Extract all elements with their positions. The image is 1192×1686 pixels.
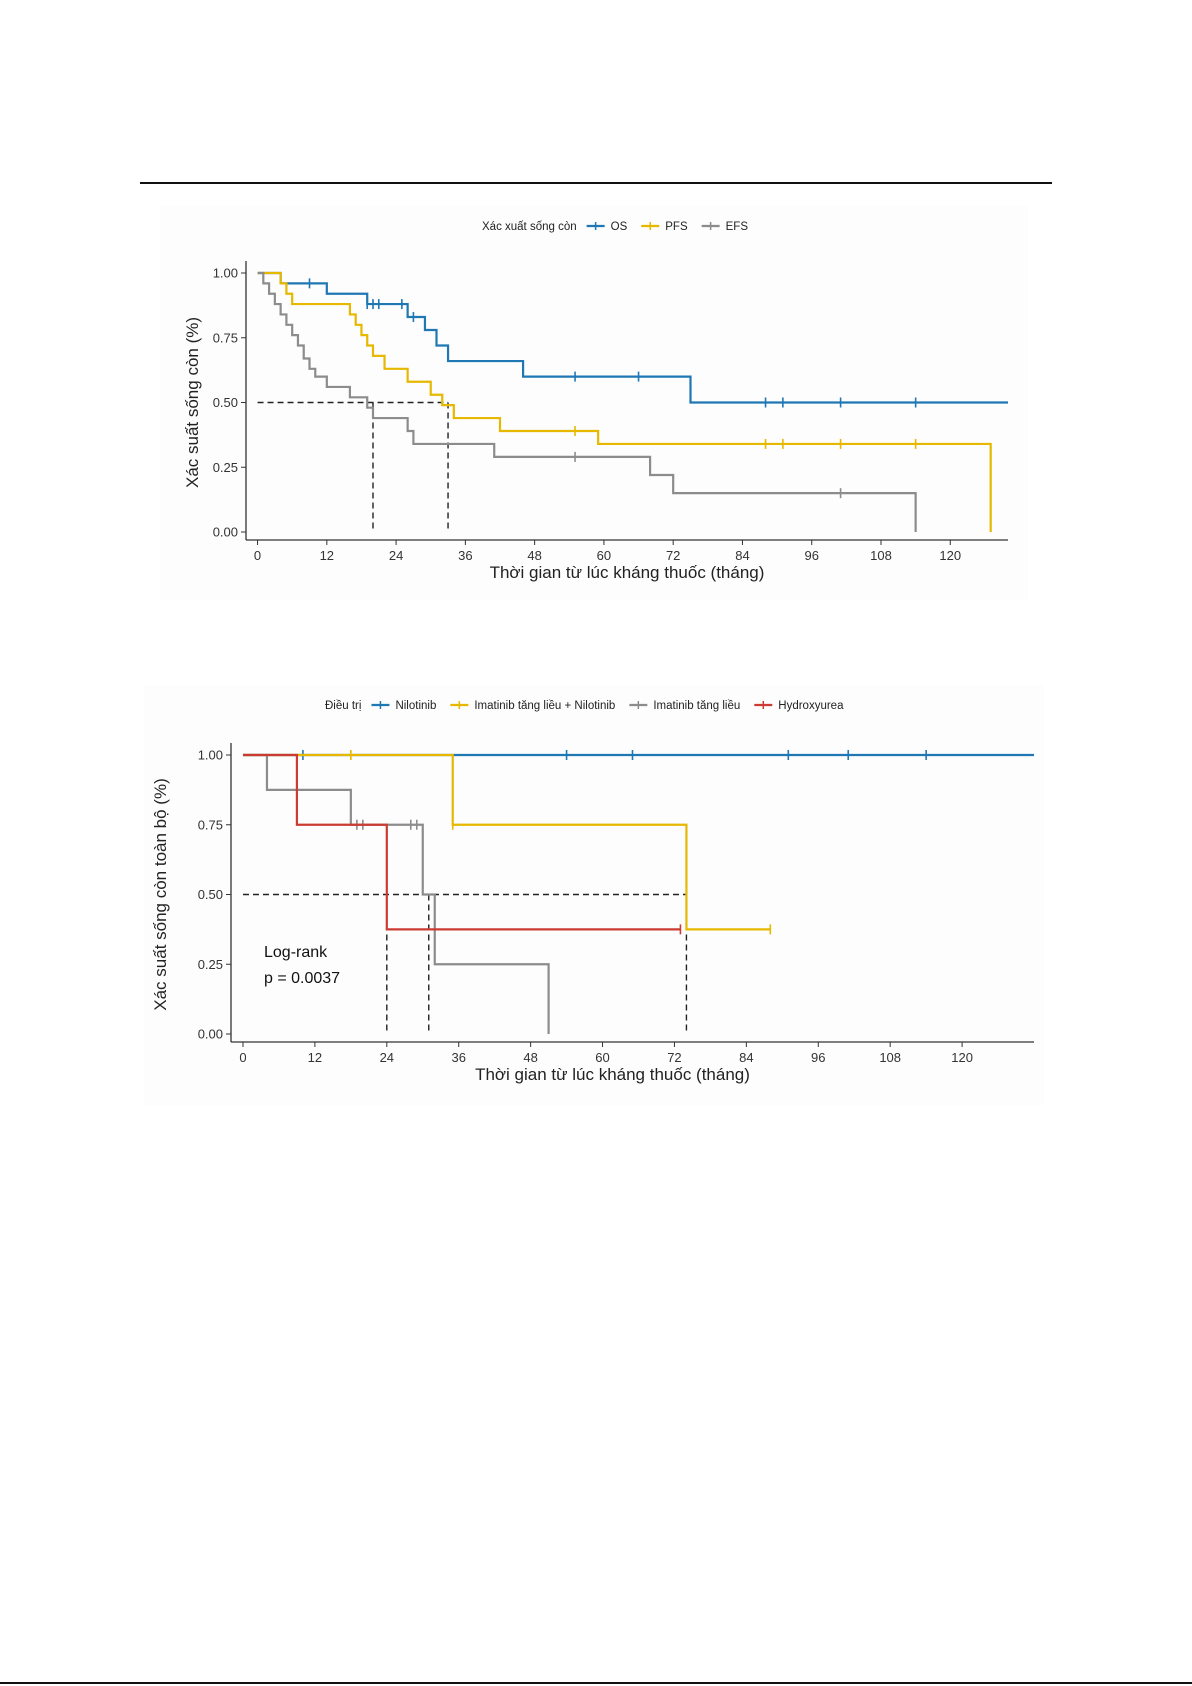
legend-label: Imatinib tăng liều: [653, 700, 740, 712]
survival-curve: [242, 753, 681, 931]
km-chart-2: Điều trị Nilotinib Imatinib tăng liều + Ni…: [151, 700, 1034, 1084]
x-axis-title: Thời gian từ lúc kháng thuốc (tháng): [475, 1065, 750, 1084]
x-tick-label: 84: [735, 548, 749, 563]
x-tick-label: 60: [595, 1050, 609, 1065]
survival-curve: [257, 271, 992, 532]
x-tick-label: 84: [739, 1050, 753, 1065]
legend-title: Điều trị: [325, 700, 361, 712]
x-axis-title: Thời gian từ lúc kháng thuốc (tháng): [490, 563, 765, 582]
x-tick-label: 108: [879, 1050, 901, 1065]
x-tick-label: 72: [667, 1050, 681, 1065]
legend-label: OS: [611, 221, 628, 233]
y-tick-label: 0.50: [198, 887, 223, 902]
chart-panel-survival-os-pfs-efs: Xác xuất sống còn OS PFS EFS 0.00 0.25 0.50 0.7…: [160, 206, 1028, 600]
y-tick-label: 0.75: [198, 817, 223, 832]
x-tick-label: 120: [951, 1050, 973, 1065]
x-tick-label: 36: [458, 548, 472, 563]
legend-item: PFS: [641, 221, 688, 233]
y-tick-label: 0.00: [198, 1027, 223, 1042]
x-tick-label: 0: [254, 548, 261, 563]
x-tick-label: 12: [308, 1050, 322, 1065]
x-tick-label: 108: [870, 548, 892, 563]
y-tick-label: 0.00: [213, 525, 238, 540]
y-tick-label: 0.25: [213, 460, 238, 475]
survival-curve: [242, 753, 771, 931]
y-tick-label: 1.00: [198, 748, 223, 763]
series-pfs: [257, 271, 992, 532]
legend-item: OS: [586, 221, 628, 233]
y-axis-title: Xác suất sống còn toàn bộ (%): [151, 778, 170, 1010]
legend-item: EFS: [701, 221, 749, 233]
series-os: [257, 271, 1008, 408]
y-axis-title: Xác suất sống còn (%): [183, 317, 202, 488]
x-tick-label: 60: [597, 548, 611, 563]
legend-label: PFS: [665, 221, 688, 233]
x-tick-label: 120: [939, 548, 961, 563]
x-tick-label: 48: [523, 1050, 537, 1065]
y-tick-label: 0.50: [213, 395, 238, 410]
series-efs: [257, 271, 917, 532]
legend-label: Imatinib tăng liều + Nilotinib: [474, 700, 615, 712]
km-chart-1: Xác xuất sống còn OS PFS EFS 0.00 0.25 0.50 0.7…: [183, 221, 1008, 582]
bottom-rule: [0, 1682, 1192, 1684]
survival-curve: [257, 271, 917, 532]
x-tick-label: 96: [804, 548, 818, 563]
legend-title: Xác xuất sống còn: [482, 221, 577, 233]
y-tick-label: 1.00: [213, 266, 238, 281]
x-tick-label: 0: [239, 1050, 246, 1065]
x-tick-label: 96: [811, 1050, 825, 1065]
top-rule: [140, 182, 1052, 184]
survival-curve: [257, 271, 1008, 404]
x-tick-label: 36: [451, 1050, 465, 1065]
x-tick-label: 24: [380, 1050, 394, 1065]
legend: Điều trị Nilotinib Imatinib tăng liều + Ni…: [325, 700, 844, 712]
survival-curve: [242, 753, 550, 1034]
legend-item: Imatinib tăng liều: [629, 700, 740, 712]
legend-item: Nilotinib: [371, 700, 436, 712]
x-tick-label: 24: [389, 548, 403, 563]
logrank-pvalue: p = 0.0037: [264, 970, 340, 987]
logrank-label: Log-rank: [264, 944, 328, 961]
x-tick-label: 48: [527, 548, 541, 563]
x-tick-label: 12: [320, 548, 334, 563]
legend-label: Hydroxyurea: [778, 700, 844, 712]
legend-item: Imatinib tăng liều + Nilotinib: [450, 700, 615, 712]
legend: Xác xuất sống còn OS PFS EFS: [482, 221, 748, 233]
legend-item: Hydroxyurea: [754, 700, 844, 712]
series-imatinib-t-ng-li-u-nilotinib: [242, 750, 772, 935]
legend-label: EFS: [726, 221, 749, 233]
chart-panel-survival-by-treatment: Điều trị Nilotinib Imatinib tăng liều + Ni…: [144, 685, 1044, 1105]
y-tick-label: 0.75: [213, 330, 238, 345]
series-imatinib-t-ng-li-u: [242, 753, 550, 1034]
x-tick-label: 72: [666, 548, 680, 563]
legend-label: Nilotinib: [395, 700, 436, 712]
y-tick-label: 0.25: [198, 957, 223, 972]
series-hydroxyurea: [242, 753, 682, 935]
